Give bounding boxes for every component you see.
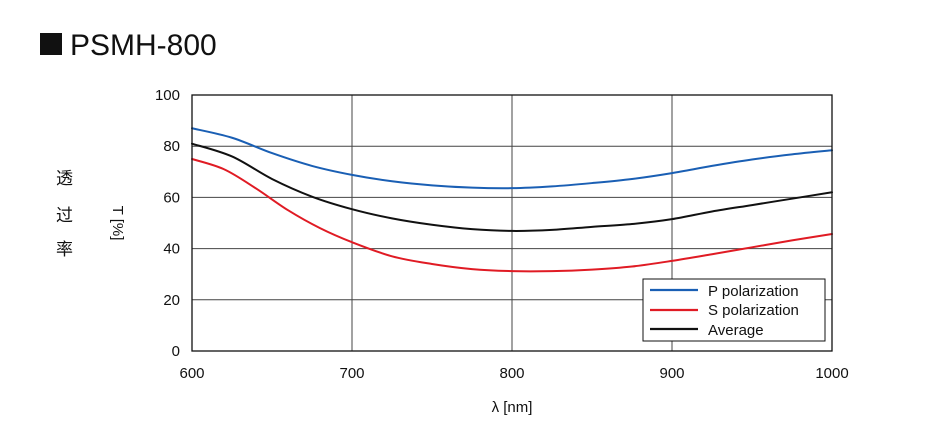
y-tick-label: 20: [163, 292, 180, 309]
legend-label-p-polarization: P polarization: [708, 283, 799, 300]
plot-frame: [191, 94, 833, 352]
legend-label-s-polarization: S polarization: [708, 302, 799, 319]
x-axis-label: λ [nm]: [492, 399, 533, 416]
y-tick-label: 0: [172, 343, 180, 360]
legend-label-average: Average: [708, 322, 764, 339]
y-axis-label: T [%]: [109, 206, 126, 241]
x-tick-label: 900: [659, 365, 684, 382]
series-line-average: [191, 142, 833, 232]
x-tick-label: 1000: [815, 365, 848, 382]
ylabel-cjk: 透 过 率: [56, 169, 73, 260]
series-line-p-polarization: [191, 127, 833, 190]
x-tick-label: 600: [179, 365, 204, 382]
tick-labels: 600 700 800 900 1000 0 20 40 60 80 100: [155, 87, 849, 382]
y-tick-label: 60: [163, 189, 180, 206]
series-lines: [191, 127, 833, 273]
ylabel-cjk-char-1: 透: [56, 169, 73, 189]
chart-title: PSMH-800: [70, 29, 217, 62]
x-tick-label: 700: [339, 365, 364, 382]
y-tick-label: 40: [163, 241, 180, 258]
x-tick-label: 800: [499, 365, 524, 382]
legend: P polarization S polarization Average: [642, 278, 826, 342]
y-tick-label: 100: [155, 87, 180, 104]
ylabel-cjk-char-3: 率: [56, 240, 73, 260]
series-line-s-polarization: [191, 158, 833, 273]
y-tick-label: 80: [163, 138, 180, 155]
title-square-icon: [40, 33, 62, 55]
ylabel-cjk-char-2: 过: [56, 206, 73, 226]
